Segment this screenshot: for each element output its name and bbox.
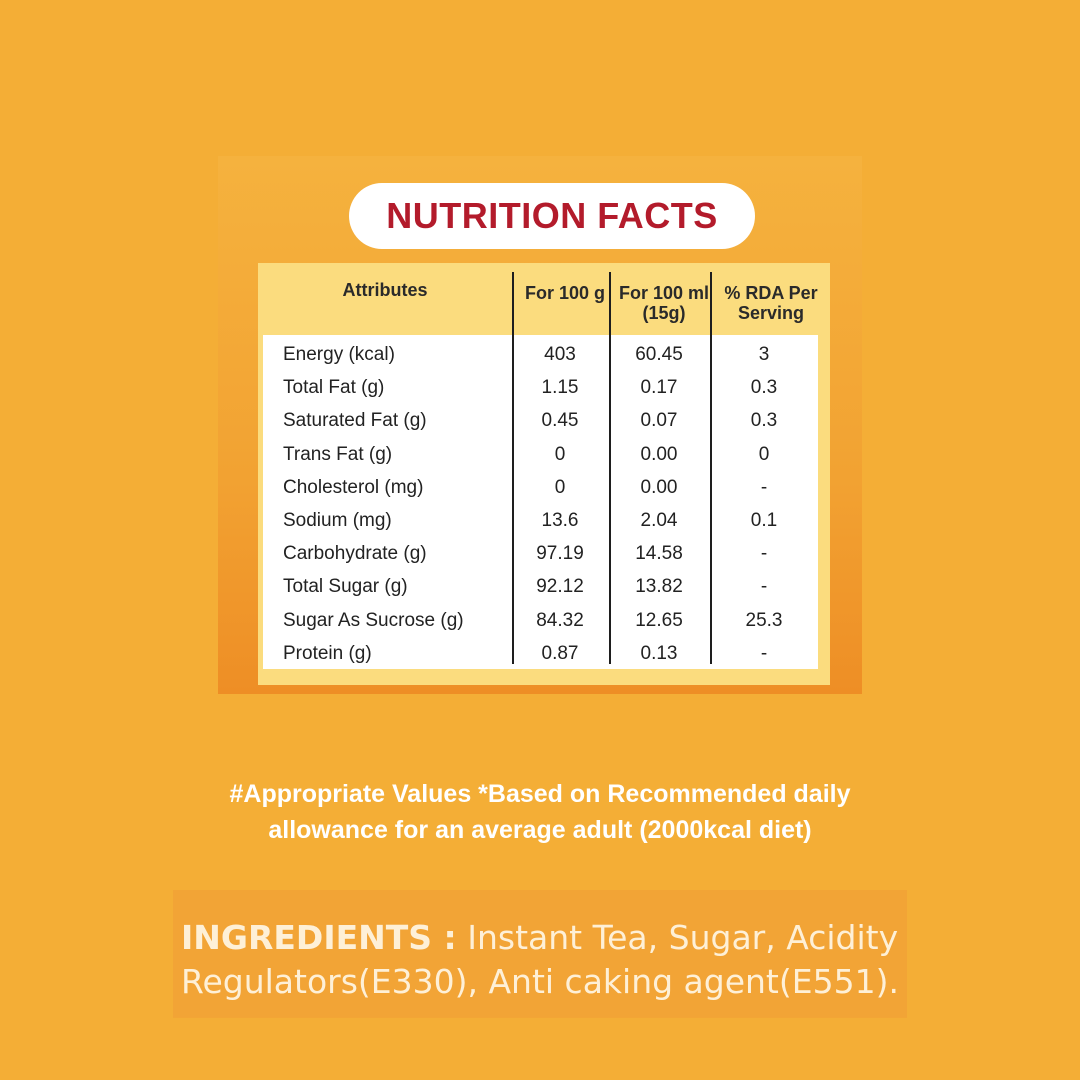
nutrient-value: - <box>760 642 768 664</box>
nutrient-value: 403 <box>544 344 576 365</box>
nutrient-value: 0 <box>554 476 566 498</box>
header-per-100ml: For 100 ml (15g) <box>618 283 710 323</box>
column-divider <box>609 272 611 664</box>
nutrient-name: Trans Fat (g) <box>283 443 393 465</box>
nutrient-name: Carbohydrate (g) <box>283 543 427 565</box>
column-divider <box>710 272 712 664</box>
nutrient-value: 0.3 <box>750 377 778 399</box>
nutrient-value: 0.13 <box>640 642 678 664</box>
header-rda: % RDA Per Serving <box>724 283 818 323</box>
nutrient-value: 1.15 <box>541 377 579 399</box>
nutrient-value: 0.45 <box>541 410 579 432</box>
nutrient-name: Sodium (mg) <box>283 510 392 531</box>
ingredients-line-1: Instant Tea, Sugar, Acidity <box>467 918 899 957</box>
nutrient-value: 2.04 <box>640 510 678 531</box>
header-attributes: Attributes <box>342 280 428 300</box>
nutrient-value: 0.00 <box>640 443 678 465</box>
ingredients-box: INGREDIENTS : Instant Tea, Sugar, Acidit… <box>173 890 907 1018</box>
column-divider <box>512 272 514 664</box>
nutrient-name: Total Fat (g) <box>283 377 385 399</box>
nutrient-value: 14.58 <box>635 543 683 565</box>
nutrition-facts-title: NUTRITION FACTS <box>349 183 755 249</box>
nutrient-value: 60.45 <box>635 344 683 365</box>
nutrient-value: 12.65 <box>635 609 683 631</box>
nutrient-value: 25.3 <box>745 609 783 631</box>
nutrient-value: 97.19 <box>536 543 584 565</box>
nutrient-value: 0 <box>758 443 770 465</box>
nutrient-value: 0.87 <box>541 642 579 664</box>
nutrient-name: Saturated Fat (g) <box>283 410 427 432</box>
ingredients-line-2: Regulators(E330), Anti caking agent(E551… <box>181 962 899 1001</box>
nutrition-table-body <box>263 335 818 669</box>
nutrient-name: Cholesterol (mg) <box>283 476 424 498</box>
footnote-line-1: #Appropriate Values *Based on Recommende… <box>229 780 851 808</box>
nutrient-name: Total Sugar (g) <box>283 576 408 598</box>
nutrient-value: 0.1 <box>750 510 778 531</box>
nutrient-value: 0.00 <box>640 476 678 498</box>
nutrient-value: 84.32 <box>536 609 584 631</box>
nutrient-name: Protein (g) <box>283 642 372 664</box>
nutrient-value: - <box>760 476 768 498</box>
nutrient-value: 13.6 <box>541 510 579 531</box>
nutrient-value: 3 <box>758 344 770 365</box>
nutrient-value: - <box>760 543 768 565</box>
nutrient-value: 0.3 <box>750 410 778 432</box>
nutrient-name: Sugar As Sucrose (g) <box>283 609 464 631</box>
nutrient-value: 0.17 <box>640 377 678 399</box>
footnote: #Appropriate Values *Based on Recommende… <box>120 776 960 848</box>
nutrient-value: 92.12 <box>536 576 584 598</box>
footnote-line-2: allowance for an average adult (2000kcal… <box>268 816 812 844</box>
nutrient-value: - <box>760 576 768 598</box>
nutrient-name: Energy (kcal) <box>283 344 395 365</box>
nutrient-value: 13.82 <box>635 576 683 598</box>
nutrient-value: 0 <box>554 443 566 465</box>
header-per-100g: For 100 g <box>524 283 606 303</box>
ingredients-label: INGREDIENTS : <box>181 918 457 957</box>
nutrient-value: 0.07 <box>640 410 678 432</box>
